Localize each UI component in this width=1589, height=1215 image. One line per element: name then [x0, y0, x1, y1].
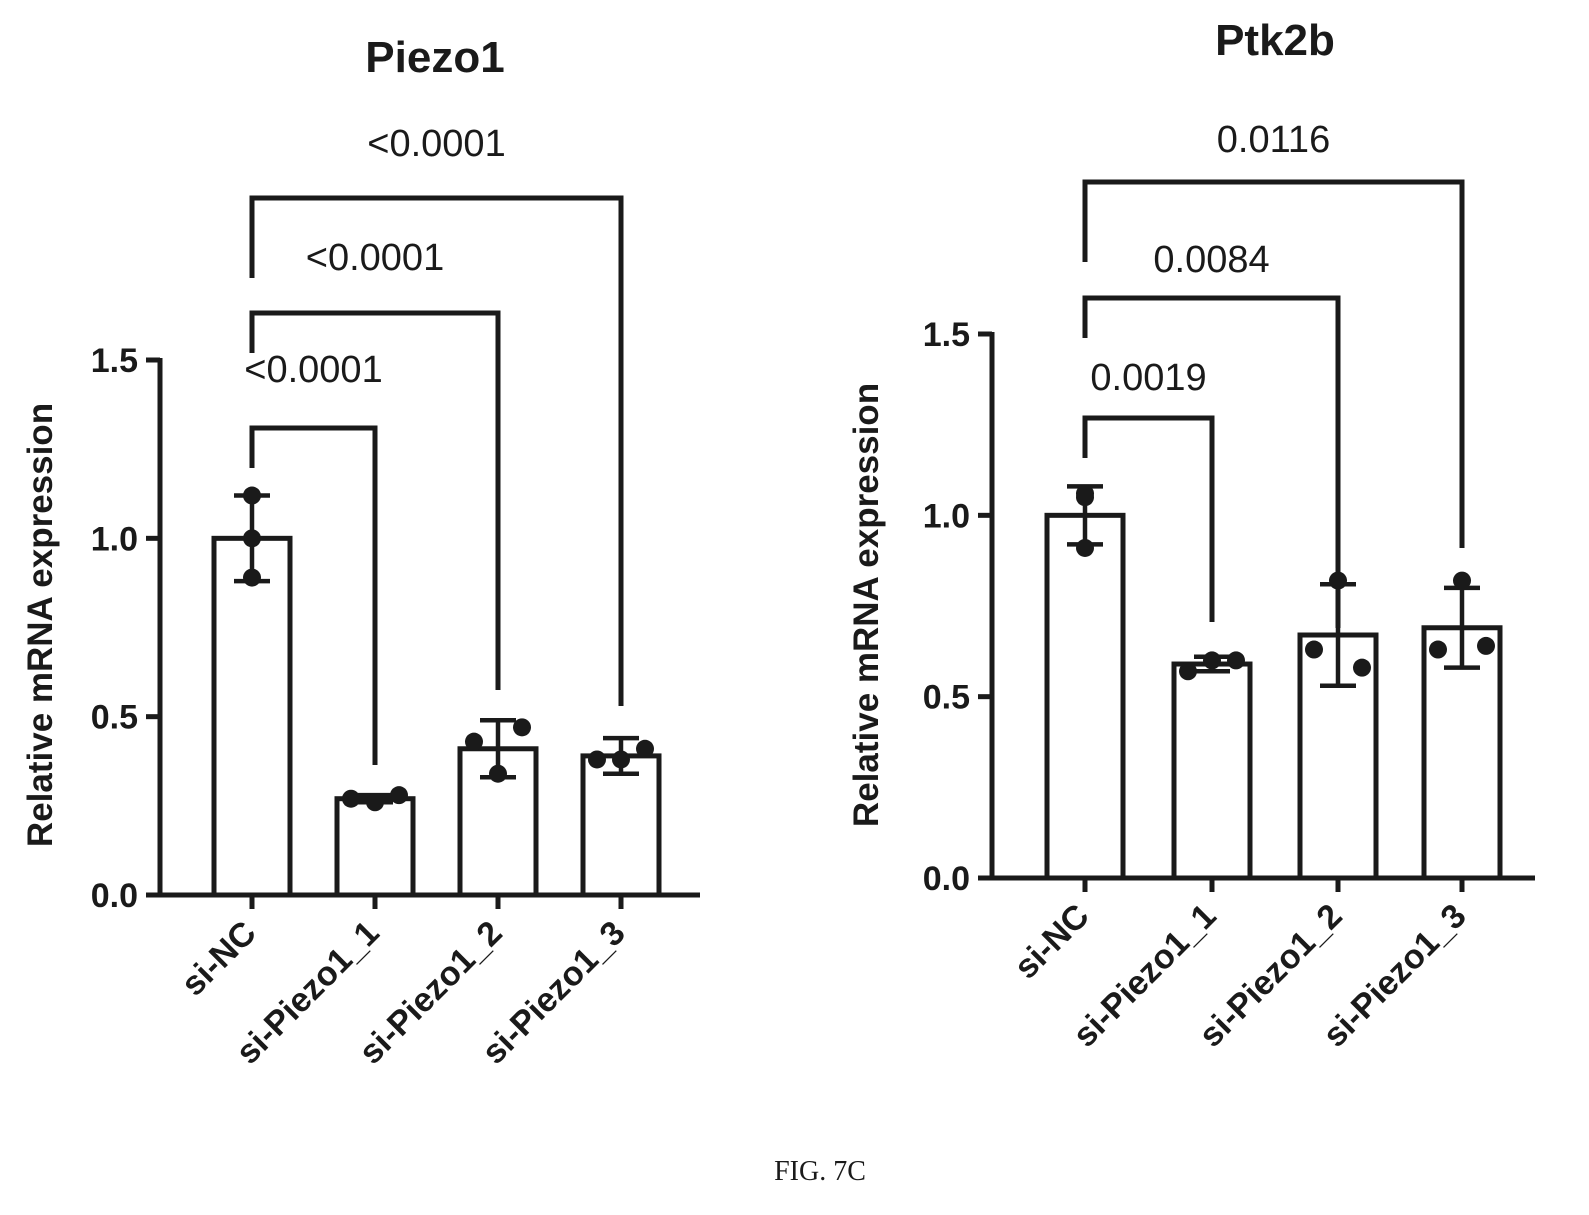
- significance-bracket: [249, 195, 624, 706]
- x-tick-label: si-NC: [174, 914, 264, 1004]
- p-value-label: 0.0116: [1217, 119, 1330, 161]
- data-point: [465, 732, 483, 751]
- significance-bracket: [1082, 179, 1465, 548]
- chart-panel-piezo1: Piezo1 Relative mRNA expression 0.0 0.5 1.…: [21, 33, 700, 1072]
- data-point: [243, 568, 261, 587]
- significance-bracket: [1082, 415, 1215, 622]
- y-axis-label: Relative mRNA expression: [847, 383, 886, 827]
- p-value-label: <0.0001: [367, 123, 505, 165]
- axes: 0.00.51.01.5si-NCsi-Piezo1_1si-Piezo1_2s…: [91, 342, 700, 1072]
- y-tick-label: 1.0: [91, 520, 138, 558]
- significance-brackets: 0.0019 0.0084 0.0116: [1082, 119, 1465, 628]
- bar: [211, 535, 293, 898]
- data-point: [366, 793, 384, 812]
- chart-title: Ptk2b: [1215, 16, 1335, 65]
- data-point: [1353, 658, 1371, 677]
- significance-bracket: [249, 310, 501, 690]
- data-point: [1076, 538, 1094, 557]
- data-point: [636, 739, 654, 758]
- data-point: [1305, 640, 1323, 659]
- bar: [580, 753, 662, 898]
- p-value-label: <0.0001: [306, 237, 444, 279]
- bar: [334, 796, 416, 898]
- significance-brackets: <0.0001 <0.0001 <0.0001: [244, 123, 624, 765]
- data-point: [1179, 662, 1197, 681]
- p-value-label: 0.0084: [1153, 239, 1269, 281]
- bar: [1044, 512, 1126, 881]
- y-tick-label: 0.0: [91, 877, 138, 915]
- bars: [1044, 484, 1503, 881]
- data-point: [1477, 636, 1495, 655]
- y-tick-label: 1.5: [91, 342, 138, 380]
- data-point: [390, 786, 408, 805]
- significance-bracket: [1082, 295, 1341, 628]
- bars: [211, 486, 662, 898]
- data-point: [588, 750, 606, 769]
- y-tick-label: 1.0: [923, 497, 970, 535]
- data-point: [489, 764, 507, 783]
- y-tick-label: 1.5: [923, 316, 970, 354]
- data-point: [513, 718, 531, 737]
- significance-bracket: [249, 425, 378, 765]
- y-tick-label: 0.5: [91, 699, 138, 737]
- y-tick-label: 0.0: [923, 860, 970, 898]
- data-point: [243, 486, 261, 505]
- figure-caption: FIG. 7C: [774, 1156, 866, 1187]
- bar: [1171, 661, 1253, 881]
- data-point: [1453, 571, 1471, 590]
- chart-title: Piezo1: [365, 33, 504, 82]
- p-value-label: <0.0001: [244, 349, 382, 391]
- data-point: [612, 750, 630, 769]
- data-point: [1203, 651, 1221, 670]
- data-point: [243, 529, 261, 548]
- p-value-label: 0.0019: [1090, 357, 1206, 399]
- data-point: [342, 789, 360, 808]
- y-tick-label: 0.5: [923, 679, 970, 717]
- data-point: [1429, 640, 1447, 659]
- data-point: [1227, 651, 1245, 670]
- chart-panel-ptk2b: Ptk2b Relative mRNA expression 0.0 0.5 1.0…: [847, 16, 1535, 1055]
- data-point: [1076, 488, 1094, 507]
- y-axis-label: Relative mRNA expression: [21, 403, 60, 847]
- x-tick-label: si-NC: [1007, 897, 1097, 987]
